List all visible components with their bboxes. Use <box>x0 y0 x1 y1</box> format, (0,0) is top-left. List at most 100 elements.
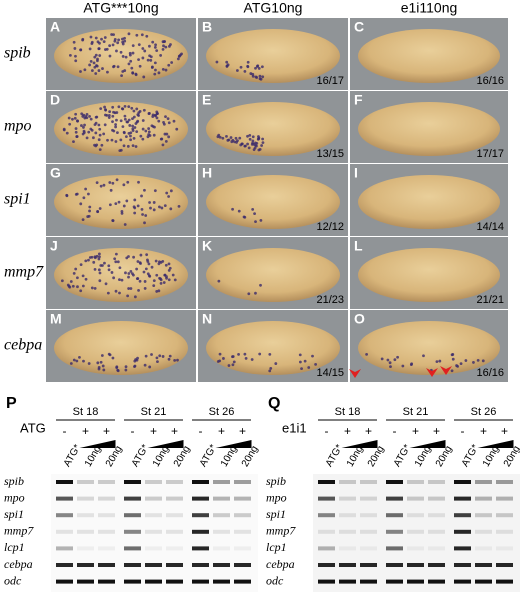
stain-dot <box>168 266 172 270</box>
stain-dot <box>96 361 100 365</box>
stain-dot <box>116 260 120 264</box>
gel-band <box>475 529 492 534</box>
stain-dot <box>237 352 240 356</box>
stain-dot <box>260 65 264 69</box>
stain-dot <box>81 274 85 278</box>
gel-band <box>475 513 492 518</box>
stain-dot <box>215 60 219 64</box>
stain-dot <box>165 276 168 280</box>
stain-dot <box>98 271 102 275</box>
stain-dot <box>92 136 95 140</box>
stain-dot <box>154 43 157 47</box>
stain-dot <box>93 267 97 271</box>
stain-dot <box>141 137 145 141</box>
stain-dot <box>113 39 117 43</box>
stain-dot <box>118 266 122 270</box>
stain-dot <box>303 359 307 363</box>
stain-dot <box>149 55 153 59</box>
gel-band <box>386 529 403 534</box>
stain-dot <box>164 68 168 72</box>
gel-band <box>318 513 335 518</box>
stain-dot <box>112 110 115 114</box>
gel-band <box>56 579 73 584</box>
gel-band <box>386 546 403 551</box>
stain-dot <box>73 47 77 50</box>
stain-dot <box>135 33 139 37</box>
stain-dot <box>231 363 235 367</box>
stain-dot <box>158 205 161 209</box>
stain-dot <box>74 127 78 130</box>
dose-wedge <box>79 440 116 448</box>
stain-dot <box>160 206 164 210</box>
stain-dot <box>481 359 485 363</box>
stain-dot <box>114 252 118 256</box>
stain-dot <box>163 204 167 207</box>
stain-dot <box>438 359 442 363</box>
stain-dot <box>95 181 99 185</box>
stain-dot <box>119 138 123 142</box>
stain-dot <box>111 114 115 118</box>
stain-dot <box>81 284 85 288</box>
gel-band <box>77 480 94 484</box>
stain-dot <box>97 252 101 256</box>
stain-dot <box>167 63 171 67</box>
gel-band <box>496 480 513 484</box>
gel-band <box>77 513 94 518</box>
stain-dot <box>81 38 85 42</box>
stain-dot <box>246 65 250 69</box>
stain-dot <box>152 133 156 137</box>
stain-dot <box>455 364 458 367</box>
stain-dot <box>71 117 74 121</box>
lane-label: ATG* <box>324 443 345 469</box>
stain-dot <box>98 54 102 57</box>
stain-dot <box>145 253 149 257</box>
stain-dot <box>164 263 168 267</box>
stage-label: St 21 <box>141 406 167 418</box>
gel-band <box>234 563 251 567</box>
stain-dot <box>248 137 252 141</box>
stain-dot <box>311 354 314 358</box>
stain-dot <box>167 195 171 198</box>
gel-band <box>475 496 492 501</box>
treatment-sign: + <box>480 424 487 438</box>
stain-dot <box>252 148 256 152</box>
stain-dot <box>176 358 179 362</box>
stain-dot <box>155 116 159 120</box>
stain-dot <box>166 117 170 120</box>
stain-dot <box>128 124 132 127</box>
gel-band <box>192 513 209 518</box>
stain-dot <box>131 124 135 128</box>
stain-dot <box>68 122 72 126</box>
stain-dot <box>143 221 146 225</box>
treatment-sign: + <box>344 424 351 438</box>
stain-dot <box>256 137 260 141</box>
stain-dot <box>89 35 93 39</box>
stain-dot <box>131 117 134 121</box>
stain-dot <box>127 118 131 122</box>
stain-dot <box>127 287 130 290</box>
stain-dot <box>102 368 106 372</box>
gene-label: odc <box>266 573 284 587</box>
stain-dot <box>168 354 172 358</box>
stain-dot <box>124 365 128 369</box>
panel-letter: C <box>354 19 364 35</box>
stain-dot <box>69 280 73 283</box>
stain-dot <box>162 44 165 48</box>
column-header: ATG***10ng <box>83 0 158 16</box>
stain-dot <box>269 367 273 370</box>
gel-band <box>318 579 335 584</box>
stain-dot <box>142 270 146 274</box>
stain-dot <box>146 135 150 139</box>
stain-dot <box>144 129 148 133</box>
panel-letter: H <box>202 165 212 181</box>
stain-dot <box>81 115 85 118</box>
stain-dot <box>97 47 101 50</box>
gel-band <box>192 563 209 567</box>
gel-band <box>318 529 335 534</box>
stain-dot <box>97 365 101 369</box>
stain-dot <box>99 107 103 110</box>
stain-dot <box>138 110 142 113</box>
gel-band <box>496 579 513 584</box>
stain-dot <box>72 40 76 44</box>
stain-dot <box>110 271 114 274</box>
